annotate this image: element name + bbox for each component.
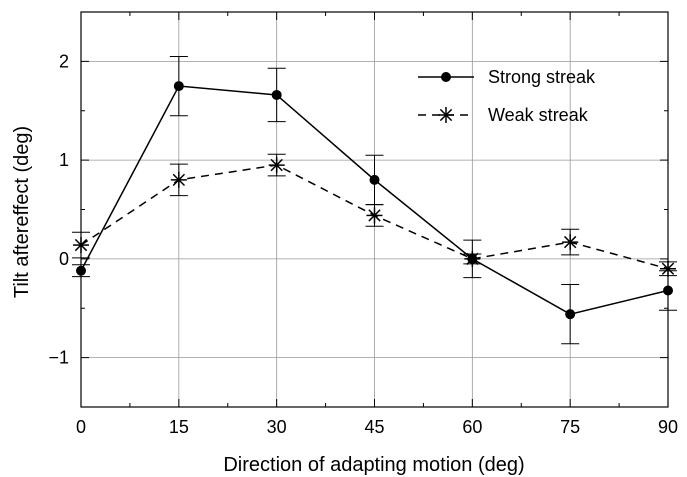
x-tick-label: 15 bbox=[169, 417, 189, 437]
data-point bbox=[441, 72, 451, 82]
series-weak-streak bbox=[72, 153, 677, 277]
asterisk-stroke bbox=[563, 235, 577, 249]
data-point bbox=[438, 107, 454, 123]
data-point bbox=[170, 171, 187, 188]
x-tick-label: 90 bbox=[658, 417, 678, 437]
y-tick-label: 1 bbox=[59, 150, 69, 170]
x-tick-label: 45 bbox=[364, 417, 384, 437]
data-point bbox=[565, 309, 576, 320]
data-point bbox=[562, 234, 579, 251]
legend-label: Strong streak bbox=[488, 67, 596, 87]
x-tick-label: 30 bbox=[267, 417, 287, 437]
data-point bbox=[271, 89, 282, 100]
legend: Strong streak Weak streak bbox=[418, 67, 596, 125]
y-tick-label: 2 bbox=[59, 51, 69, 71]
asterisk-stroke bbox=[466, 252, 479, 266]
tick-labels: 0 15 30 45 60 75 90 −1 0 1 2 bbox=[48, 51, 678, 437]
x-tick-label: 60 bbox=[462, 417, 482, 437]
asterisk-stroke bbox=[270, 158, 283, 172]
data-point bbox=[369, 174, 380, 185]
asterisk-stroke bbox=[661, 262, 675, 275]
legend-item: Strong streak bbox=[418, 67, 596, 87]
plot-frame bbox=[80, 11, 669, 408]
asterisk-stroke bbox=[368, 209, 381, 222]
y-tick-label: 0 bbox=[59, 249, 69, 269]
asterisk-stroke bbox=[74, 238, 88, 252]
data-point bbox=[173, 81, 184, 92]
data-point bbox=[73, 237, 89, 254]
data-point bbox=[76, 265, 86, 276]
y-tick-label: −1 bbox=[48, 348, 69, 368]
data-point bbox=[268, 157, 285, 174]
series bbox=[72, 55, 677, 345]
asterisk-stroke bbox=[172, 173, 186, 187]
legend-label: Weak streak bbox=[488, 105, 589, 125]
data-point bbox=[366, 207, 383, 224]
asterisk-stroke bbox=[439, 108, 453, 122]
data-point bbox=[464, 250, 481, 267]
x-tick-label: 0 bbox=[76, 417, 86, 437]
y-axis-label: Tilt aftereffect (deg) bbox=[11, 126, 33, 298]
x-tick-label: 75 bbox=[560, 417, 580, 437]
data-point bbox=[663, 285, 673, 296]
x-axis-label: Direction of adapting motion (deg) bbox=[223, 454, 524, 476]
data-point bbox=[660, 260, 676, 277]
legend-item: Weak streak bbox=[418, 105, 589, 125]
